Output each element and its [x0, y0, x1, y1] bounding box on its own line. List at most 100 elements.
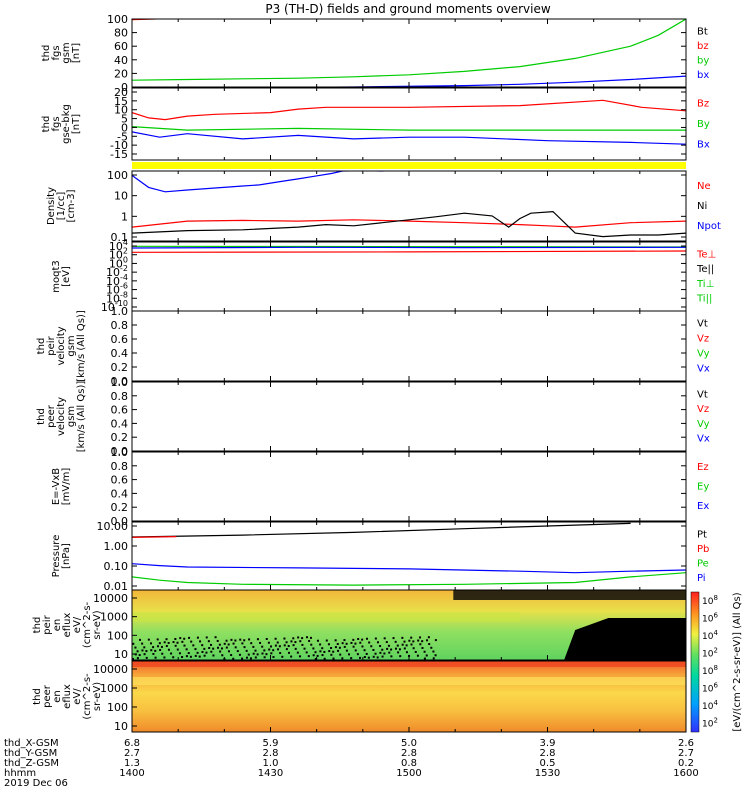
- spectrogram-speckle: [385, 641, 388, 644]
- spectrogram-speckle: [285, 648, 288, 651]
- y-axis-label: (cm^2-s-: [82, 673, 93, 720]
- spectrogram-speckle: [167, 648, 170, 651]
- spectrogram-speckle: [379, 651, 382, 654]
- spectrogram-speckle: [196, 636, 199, 639]
- y-axis-label: gsm: [66, 335, 77, 356]
- y-tick-label: 1000: [100, 682, 128, 695]
- spectrogram-speckle: [156, 645, 159, 648]
- ephemeris-value: 1600: [673, 768, 698, 779]
- spectrogram-speckle: [138, 654, 141, 657]
- panel-density: 0.1 1 10 100 Density [1/cc] [cm-3] Ne Ni Npot: [46, 169, 721, 244]
- spectrogram-band: [132, 612, 520, 622]
- spectrogram-speckle: [290, 640, 293, 643]
- legend-label: Bx: [697, 140, 710, 151]
- spectrogram-speckle: [132, 642, 135, 645]
- spectrogram-speckle: [238, 653, 241, 656]
- spectrogram-speckle: [152, 652, 155, 655]
- spectrogram-speckle: [305, 651, 308, 654]
- spectrogram-speckle: [247, 653, 250, 656]
- legend-label: Ne: [697, 181, 711, 192]
- spectrogram-speckle: [218, 643, 221, 646]
- y-tick-label: 15: [114, 95, 128, 108]
- ephemeris-value: 5.9: [263, 738, 279, 749]
- y-tick-label: 0.8: [111, 460, 129, 473]
- spectrogram-speckle: [354, 642, 357, 645]
- spectrogram-speckle: [410, 636, 413, 639]
- series-pt: [132, 522, 631, 538]
- spectrogram-speckle: [189, 655, 192, 658]
- spectrogram-speckle: [179, 637, 182, 640]
- y-tick-label: 60: [114, 40, 128, 53]
- y-axis-label: (cm^2-s-: [82, 601, 93, 648]
- y-tick-label: 100: [107, 13, 128, 26]
- spectrogram-speckle: [296, 651, 299, 654]
- spectrogram-speckle: [208, 647, 211, 649]
- y-axis-label: [mV/m]: [61, 468, 72, 506]
- spectrogram-speckle: [374, 652, 377, 655]
- colorbar-tick-exponent: 6: [713, 682, 718, 690]
- ephemeris-value: 2.7: [678, 748, 694, 759]
- spectrogram-speckle: [205, 651, 208, 654]
- spectrogram-speckle: [243, 639, 246, 642]
- legend-label: by: [697, 55, 709, 66]
- spectrogram-speckle: [283, 637, 286, 640]
- spectrogram-speckle: [245, 649, 248, 652]
- spectrogram-speckle: [187, 652, 190, 655]
- spectrogram-speckle: [210, 643, 213, 646]
- spectrogram-speckle: [143, 646, 146, 649]
- spectrogram-speckle: [337, 649, 340, 652]
- y-axis-label: thd: [41, 116, 52, 133]
- colorbar-tick-exponent: 8: [713, 594, 717, 602]
- spectrogram-speckle: [316, 654, 319, 657]
- spectrogram-speckle: [421, 647, 424, 649]
- legend-label: Ey: [697, 482, 709, 493]
- ephemeris-value: 1400: [119, 768, 144, 779]
- y-tick-label: 0.0: [111, 445, 129, 458]
- spectrogram-speckle: [319, 643, 322, 646]
- ephemeris-value: 6.8: [124, 738, 140, 749]
- series-npot: [132, 171, 393, 193]
- series-pe: [132, 572, 686, 586]
- colorbar-label: [eV/(cm^2-s-sr-eV)] (All Qs): [732, 592, 743, 731]
- spectrogram-speckle: [259, 641, 262, 644]
- spectrogram-speckle: [158, 642, 161, 645]
- spectrogram-speckle: [336, 643, 339, 646]
- spectrogram-speckle: [199, 640, 202, 643]
- spectrogram-speckle: [352, 645, 355, 648]
- spectrogram-speckle: [297, 636, 300, 639]
- spectrogram-speckle: [150, 649, 153, 652]
- spectrogram-speckle: [372, 655, 375, 658]
- spectrogram-speckle: [198, 655, 201, 658]
- spectrogram-speckle: [221, 654, 224, 657]
- spectrogram-speckle: [327, 643, 330, 646]
- spectrogram-speckle: [376, 656, 379, 659]
- spectrogram-speckle: [141, 649, 144, 652]
- spectrogram-speckle: [301, 643, 304, 646]
- y-tick-label: 0.2: [111, 361, 129, 374]
- spectrogram-speckle: [379, 645, 382, 648]
- spectrogram-speckle: [201, 650, 204, 653]
- y-axis-label: thd: [36, 338, 47, 355]
- spectrogram-speckle: [141, 642, 144, 645]
- spectrogram-speckle: [370, 645, 373, 648]
- spectrogram-speckle: [405, 651, 408, 654]
- spectrogram-speckle: [163, 656, 166, 659]
- spectrogram-speckle: [194, 654, 197, 657]
- spectrogram-speckle: [223, 642, 226, 645]
- spectrogram-speckle: [156, 638, 159, 641]
- y-axis-label: thd: [32, 688, 43, 705]
- y-axis-label: velocity: [56, 326, 67, 365]
- spectrogram-speckle: [277, 648, 280, 651]
- spectrogram-speckle: [279, 652, 282, 655]
- spectrogram-speckle: [416, 654, 419, 657]
- y-axis-label: en: [52, 619, 63, 632]
- spectrogram-speckle: [307, 655, 310, 658]
- spectrogram-speckle: [220, 647, 223, 650]
- spectrogram-speckle: [256, 653, 259, 656]
- series-te: [132, 250, 686, 253]
- spectrogram-speckle: [434, 654, 437, 657]
- spectrogram-speckle: [196, 651, 199, 654]
- spectrogram-speckle: [176, 648, 179, 651]
- spectrogram-speckle: [338, 646, 341, 649]
